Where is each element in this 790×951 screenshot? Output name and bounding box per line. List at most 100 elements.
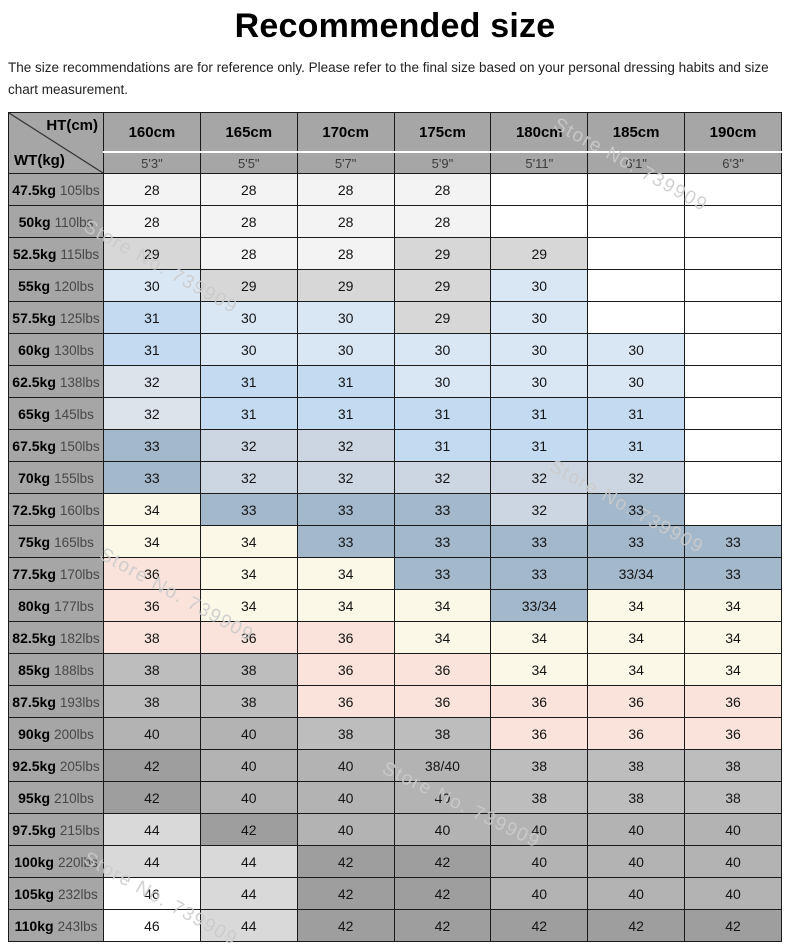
size-cell: 28 — [296, 237, 395, 270]
weight-lbs-label: 193lbs — [59, 694, 100, 710]
corner-label-ht: HT(cm) — [46, 117, 98, 134]
weight-header-cell: 70kg 155lbs — [8, 461, 104, 494]
diagonal-divider-line — [9, 113, 103, 173]
size-cell: 30 — [587, 365, 686, 398]
size-cell: 42 — [587, 909, 686, 942]
size-cell — [684, 237, 782, 270]
size-cell: 29 — [393, 301, 492, 334]
weight-kg-label: 77.5kg — [12, 565, 56, 582]
size-cell: 33/34 — [587, 557, 686, 590]
size-cell: 40 — [587, 813, 686, 846]
size-cell: 30 — [199, 301, 298, 334]
weight-header-cell: 85kg 188lbs — [8, 653, 104, 686]
size-cell — [684, 429, 782, 462]
table-row: 92.5kg 205lbs 42 40 40 38/40 38 38 38 — [8, 749, 782, 782]
size-cell: 31 — [199, 365, 298, 398]
size-cell: 34 — [393, 589, 492, 622]
col-header-cm: 175cm — [393, 112, 492, 153]
weight-kg-label: 110kg — [14, 917, 54, 934]
size-cell — [490, 205, 589, 238]
weight-header-cell: 105kg 232lbs — [8, 877, 104, 910]
col-header-cm: 170cm — [296, 112, 395, 153]
weight-kg-label: 87.5kg — [12, 693, 56, 710]
weight-kg-label: 72.5kg — [12, 501, 56, 518]
size-cell — [684, 205, 782, 238]
weight-lbs-label: 120lbs — [54, 278, 94, 294]
size-cell: 36 — [103, 589, 201, 622]
weight-header-cell: 92.5kg 205lbs — [8, 749, 104, 782]
weight-lbs-label: 125lbs — [59, 310, 100, 326]
size-cell: 36 — [296, 621, 395, 654]
size-cell: 40 — [199, 749, 298, 782]
size-cell: 36 — [393, 653, 492, 686]
weight-header-cell: 47.5kg 105lbs — [8, 173, 104, 206]
size-cell: 34 — [684, 653, 782, 686]
weight-kg-label: 70kg — [18, 469, 51, 486]
size-cell: 28 — [199, 173, 298, 206]
weight-kg-label: 82.5kg — [12, 629, 56, 646]
size-cell: 32 — [393, 461, 492, 494]
size-cell: 32 — [103, 365, 201, 398]
size-cell: 38 — [103, 685, 201, 718]
size-cell: 31 — [199, 397, 298, 430]
size-cell: 40 — [587, 877, 686, 910]
size-cell: 33 — [684, 557, 782, 590]
size-cell: 34 — [490, 621, 589, 654]
size-cell: 40 — [393, 813, 492, 846]
col-header-ft: 5'7" — [296, 151, 395, 174]
size-cell: 32 — [490, 461, 589, 494]
col-header-ft: 6'1" — [587, 151, 686, 174]
header-row-cm: HT(cm) WT(kg) 160cm 165cm 170cm 175cm 180cm 185… — [8, 112, 782, 174]
size-cell: 34 — [490, 653, 589, 686]
size-cell: 34 — [296, 557, 395, 590]
size-cell: 40 — [587, 845, 686, 878]
size-cell: 29 — [199, 269, 298, 302]
col-header-cm: 180cm — [490, 112, 589, 153]
weight-header-cell: 77.5kg 170lbs — [8, 557, 104, 590]
size-cell: 44 — [103, 845, 201, 878]
size-cell: 30 — [393, 365, 492, 398]
table-row: 55kg 120lbs 30 29 29 29 30 — [8, 269, 782, 302]
corner-cell: HT(cm) WT(kg) — [8, 112, 104, 174]
weight-lbs-label: 232lbs — [57, 886, 98, 902]
weight-header-cell: 60kg 130lbs — [8, 333, 104, 366]
size-cell: 29 — [393, 269, 492, 302]
weight-lbs-label: 220lbs — [57, 854, 98, 870]
col-header-cm: 165cm — [199, 112, 298, 153]
weight-lbs-label: 130lbs — [54, 342, 94, 358]
size-cell: 42 — [103, 749, 201, 782]
size-cell: 31 — [490, 397, 589, 430]
weight-header-cell: 90kg 200lbs — [8, 717, 104, 750]
weight-kg-label: 95kg — [18, 789, 51, 806]
table-row: 105kg 232lbs 46 44 42 42 40 40 40 — [8, 877, 782, 910]
table-row: 62.5kg 138lbs 32 31 31 30 30 30 — [8, 365, 782, 398]
size-cell: 38 — [587, 749, 686, 782]
size-cell: 36 — [296, 653, 395, 686]
size-cell: 38/40 — [393, 749, 492, 782]
size-cell: 29 — [296, 269, 395, 302]
size-cell: 33/34 — [490, 589, 589, 622]
size-cell: 30 — [296, 301, 395, 334]
weight-kg-label: 92.5kg — [12, 757, 56, 774]
weight-header-cell: 97.5kg 215lbs — [8, 813, 104, 846]
size-cell: 38 — [103, 621, 201, 654]
weight-header-cell: 87.5kg 193lbs — [8, 685, 104, 718]
size-cell — [587, 237, 686, 270]
weight-header-cell: 95kg 210lbs — [8, 781, 104, 814]
table-row: 97.5kg 215lbs 44 42 40 40 40 40 40 — [8, 813, 782, 846]
col-header-cm: 190cm — [684, 112, 782, 153]
size-cell: 38 — [103, 653, 201, 686]
size-cell: 30 — [490, 333, 589, 366]
size-cell: 42 — [490, 909, 589, 942]
size-cell: 44 — [199, 877, 298, 910]
weight-kg-label: 97.5kg — [12, 821, 56, 838]
size-cell: 33 — [103, 461, 201, 494]
size-cell: 34 — [684, 621, 782, 654]
size-cell: 32 — [587, 461, 686, 494]
col-header-ft: 6'3" — [684, 151, 782, 174]
size-cell: 44 — [103, 813, 201, 846]
weight-kg-label: 52.5kg — [12, 245, 57, 262]
size-cell: 28 — [199, 237, 298, 270]
size-cell: 42 — [296, 845, 395, 878]
size-cell: 40 — [490, 877, 589, 910]
